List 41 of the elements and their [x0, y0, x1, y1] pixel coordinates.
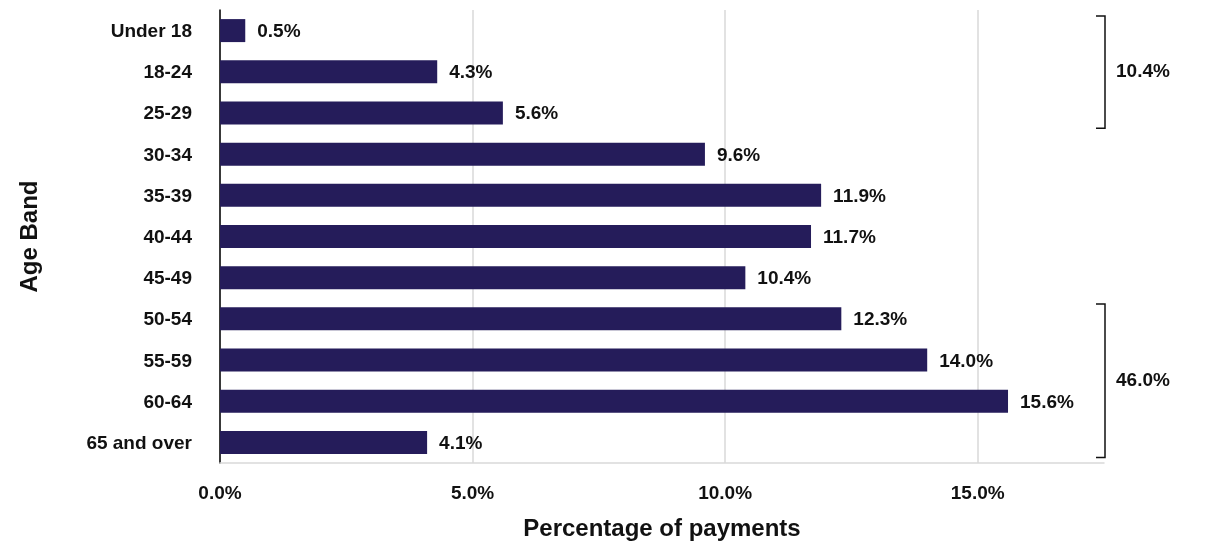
data-label: 11.9%: [833, 184, 887, 206]
y-axis-title: Age Band: [14, 180, 42, 293]
y-tick-label: 30-34: [143, 143, 193, 165]
text: 46.0%: [1116, 368, 1170, 391]
bar: [220, 183, 822, 207]
data-label: 15.6%: [1020, 390, 1074, 412]
data-label: 4.3%: [449, 61, 493, 83]
bar: [220, 266, 746, 290]
data-label: 4.1%: [439, 431, 483, 453]
bar: [220, 101, 503, 125]
bar: [220, 307, 842, 331]
text: 10.4%: [1116, 59, 1170, 82]
x-tick-label: 0.0%: [198, 482, 242, 503]
x-tick-label: 10.0%: [698, 482, 753, 503]
bar: [220, 348, 928, 372]
bar: [220, 225, 812, 248]
y-tick-label: 25-29: [143, 102, 192, 124]
data-label: 10.4%: [757, 267, 812, 289]
data-label: 9.6%: [716, 143, 761, 165]
data-label: 0.5%: [257, 20, 301, 42]
y-tick-label: 55-59: [143, 349, 192, 371]
y-tick-label: 40-44: [143, 226, 193, 247]
data-label: 12.3%: [853, 308, 908, 330]
data-label: 5.6%: [514, 102, 559, 124]
data-label: 11.7%: [823, 226, 876, 247]
bar: [220, 142, 705, 166]
x-tick-label: 5.0%: [450, 482, 495, 503]
x-tick-label: 15.0%: [950, 482, 1005, 503]
data-label: 14.0%: [939, 349, 994, 371]
y-tick-label: 50-54: [143, 308, 193, 330]
y-tick-label: 35-39: [143, 184, 192, 206]
y-tick-label: 18-24: [143, 61, 193, 83]
bar: [220, 430, 428, 454]
bar: [220, 19, 246, 43]
x-axis-title: Percentage of payments: [523, 513, 801, 541]
y-tick-label: 60-64: [143, 390, 193, 412]
y-tick-label: 65 and over: [86, 431, 193, 453]
y-tick-label: Under 18: [110, 20, 192, 42]
y-tick-label: 45-49: [143, 267, 192, 289]
bar: [220, 389, 1009, 413]
bar: [220, 60, 438, 84]
